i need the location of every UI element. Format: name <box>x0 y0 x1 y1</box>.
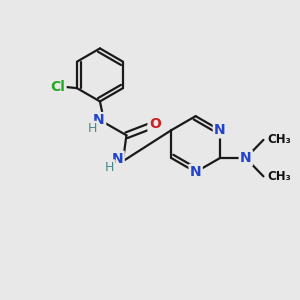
Text: Cl: Cl <box>50 80 65 94</box>
Text: H: H <box>105 160 114 174</box>
Text: H: H <box>87 122 97 135</box>
Text: CH₃: CH₃ <box>267 170 291 183</box>
Text: N: N <box>240 151 252 165</box>
Text: CH₃: CH₃ <box>267 133 291 146</box>
Text: N: N <box>93 113 105 127</box>
Text: N: N <box>190 165 202 179</box>
Text: N: N <box>214 123 226 137</box>
Text: N: N <box>112 152 123 166</box>
Text: O: O <box>149 117 161 131</box>
